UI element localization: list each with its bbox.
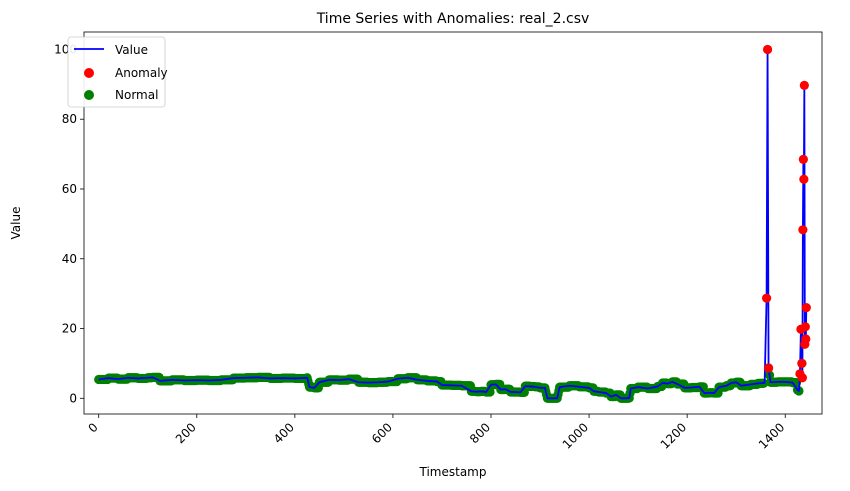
anomaly-point [801,303,811,313]
y-axis-label: Value [9,207,23,240]
x-tick-label: 400 [271,420,297,446]
anomaly-point [797,358,807,369]
value-line [98,48,808,400]
x-tick-label: 800 [467,420,493,446]
anomaly-point [798,154,808,164]
chart-title: Time Series with Anomalies: real_2.csv [316,11,590,27]
anomaly-point [800,322,810,332]
y-tick-label: 0 [69,391,77,405]
y-tick-label: 80 [62,112,77,126]
anomaly-point [799,80,809,90]
x-tick-label: 1200 [658,420,689,451]
legend-marker-normal [84,90,94,100]
plot-frame [83,31,823,415]
series-layer [94,44,811,403]
legend-label-value: Value [115,43,148,57]
legend-box [67,36,166,108]
y-tick-label: 60 [62,182,77,196]
anomaly-point [763,363,774,373]
x-axis: 0 200 400 600 800 1000 1200 1400 [86,414,787,452]
legend-label-anomaly: Anomaly [115,66,168,80]
y-tick-label: 40 [62,252,77,266]
x-tick-label: 1000 [560,420,591,451]
anomaly-point [797,373,807,383]
anomaly-point [798,225,808,235]
anomaly-point [762,44,773,55]
anomaly-point [801,334,811,344]
anomaly-markers [761,44,811,383]
legend: Value Anomaly Normal [67,36,168,108]
x-axis-label: Timestamp [419,465,487,479]
anomaly-point [799,174,809,184]
x-tick-label: 0 [86,420,101,435]
x-tick-label: 600 [369,420,395,446]
legend-label-normal: Normal [115,88,158,102]
x-tick-label: 200 [173,420,199,446]
x-tick-label: 1400 [756,420,787,451]
plot-area [84,32,822,414]
anomaly-point [761,293,772,303]
legend-marker-anomaly [84,68,94,78]
y-tick-label: 20 [62,322,77,336]
